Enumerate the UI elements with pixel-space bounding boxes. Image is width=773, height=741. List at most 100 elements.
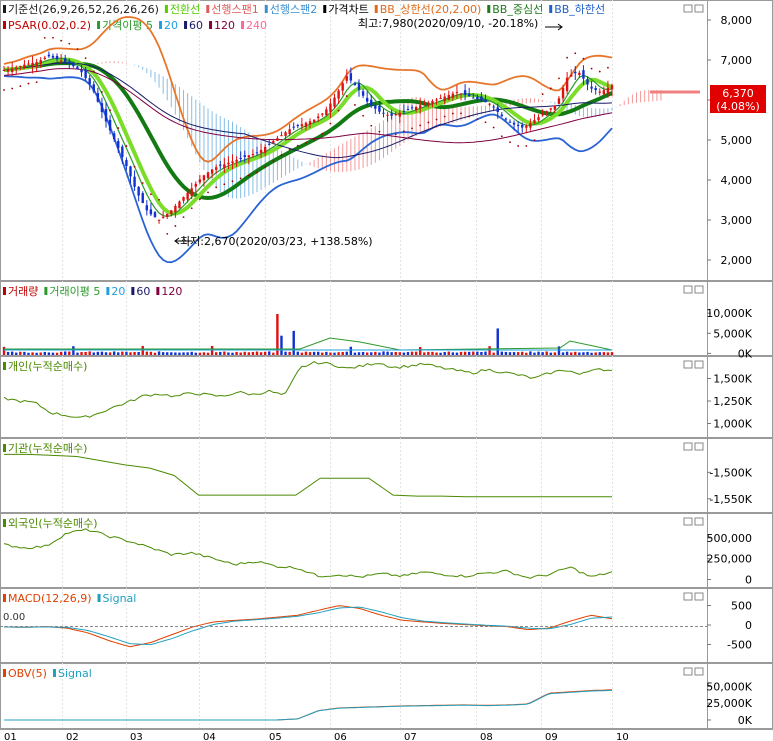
candle-body xyxy=(402,111,406,113)
volume-bar xyxy=(606,352,610,355)
psar-dot xyxy=(402,130,405,133)
candle-body xyxy=(104,109,108,122)
psar-dot xyxy=(386,133,389,136)
x-tick-label: 09 xyxy=(545,732,558,741)
candle-body xyxy=(386,114,389,116)
volume-bar xyxy=(243,351,246,355)
legend-label: 기준선(26,9,26,52,26,26,26) xyxy=(8,3,159,16)
candle-body xyxy=(149,209,153,215)
volume-bar xyxy=(137,351,140,355)
volume-bar xyxy=(317,351,320,355)
volume-bar xyxy=(557,346,561,355)
legend-label: 가격차트 xyxy=(328,3,368,16)
candle-body xyxy=(141,193,144,204)
candle-body xyxy=(480,96,483,101)
volume-bar xyxy=(259,352,263,355)
candle-body xyxy=(268,143,271,145)
bb-middle-line xyxy=(3,60,613,201)
legend-label: 거래량 xyxy=(8,285,38,298)
volume-bar xyxy=(353,352,357,355)
psar-dot xyxy=(11,87,14,90)
y-tick-label: -500 xyxy=(727,638,752,651)
candle-body xyxy=(296,125,299,127)
candle-body xyxy=(406,108,410,110)
candle-body xyxy=(378,105,381,112)
candle-body xyxy=(292,126,295,128)
panel-frame xyxy=(0,588,773,663)
volume-bar xyxy=(47,352,51,355)
maximize-icon xyxy=(694,442,704,451)
volume-bar xyxy=(455,352,459,355)
candle-body xyxy=(2,70,6,71)
candle-body xyxy=(186,192,189,200)
candle-body xyxy=(117,141,120,149)
foreign-line xyxy=(3,528,613,579)
candle-body xyxy=(447,95,450,100)
candle-body xyxy=(598,91,601,93)
candle-body xyxy=(227,162,230,165)
volume-bar xyxy=(92,352,95,355)
candle-body xyxy=(472,97,475,99)
candle-body xyxy=(64,58,67,63)
psar-dot xyxy=(182,216,185,219)
psar-dot xyxy=(158,198,160,201)
y-tick-label: 250,000 xyxy=(707,553,753,566)
volume-bar xyxy=(190,351,193,355)
volume-bar xyxy=(582,352,585,355)
legend-label: 240 xyxy=(246,19,267,32)
legend-label: 선행스팬2 xyxy=(270,3,317,16)
candle-body xyxy=(451,93,455,98)
x-tick-label: 04 xyxy=(203,732,216,741)
candle-body xyxy=(541,114,544,116)
candle-body xyxy=(574,71,577,74)
minimize-icon xyxy=(683,592,693,601)
maximize-icon xyxy=(694,592,704,601)
candle-body xyxy=(496,107,499,112)
volume-bar xyxy=(500,351,504,355)
volume-bar xyxy=(398,352,402,355)
volume-bar xyxy=(574,351,577,355)
volume-bar xyxy=(525,352,528,355)
psar-dot xyxy=(190,207,193,210)
volume-bar xyxy=(288,351,291,355)
legend-swatch xyxy=(3,287,6,295)
low-annotation: 최저:2,670(2020/03/23, +138.58%) xyxy=(180,235,373,248)
volume-bar xyxy=(374,351,377,355)
candle-body xyxy=(582,70,585,79)
psar-dot xyxy=(166,232,169,235)
legend-swatch xyxy=(374,5,378,13)
candle-body xyxy=(96,93,100,102)
panel-frame xyxy=(0,281,773,356)
volume-bar xyxy=(521,351,524,355)
psar-dot xyxy=(394,133,397,136)
psar-dot xyxy=(484,121,487,124)
volume-bar xyxy=(390,352,393,355)
candle-body xyxy=(300,124,304,127)
volume-bar xyxy=(251,351,255,355)
psar-dot xyxy=(574,52,577,55)
psar-dot xyxy=(443,115,446,118)
volume-bar xyxy=(55,352,59,355)
legend-label: 120 xyxy=(161,285,182,298)
volume-bar xyxy=(51,352,55,355)
candle-body xyxy=(419,105,422,108)
y-tick-label: 7,000 xyxy=(721,54,753,67)
x-tick-label: 05 xyxy=(269,732,282,741)
legend-label: 개인(누적순매수) xyxy=(8,360,87,373)
volume-bar xyxy=(149,351,153,355)
panel-frame xyxy=(0,0,773,281)
volume-bar xyxy=(553,352,557,355)
volume-bar xyxy=(84,351,87,355)
minimize-icon xyxy=(683,285,693,294)
legend-label: OBV(5) xyxy=(8,667,47,680)
legend-label: BB_상한선(20,2.00) xyxy=(380,3,482,16)
volume-bar xyxy=(451,352,455,355)
candle-body xyxy=(190,188,193,196)
candle-body xyxy=(304,122,308,127)
psar-dot xyxy=(582,57,585,60)
legend-swatch xyxy=(209,21,213,29)
candle-body xyxy=(516,124,520,127)
volume-bar xyxy=(337,352,340,355)
volume-bar xyxy=(545,351,548,355)
candle-body xyxy=(594,88,597,91)
